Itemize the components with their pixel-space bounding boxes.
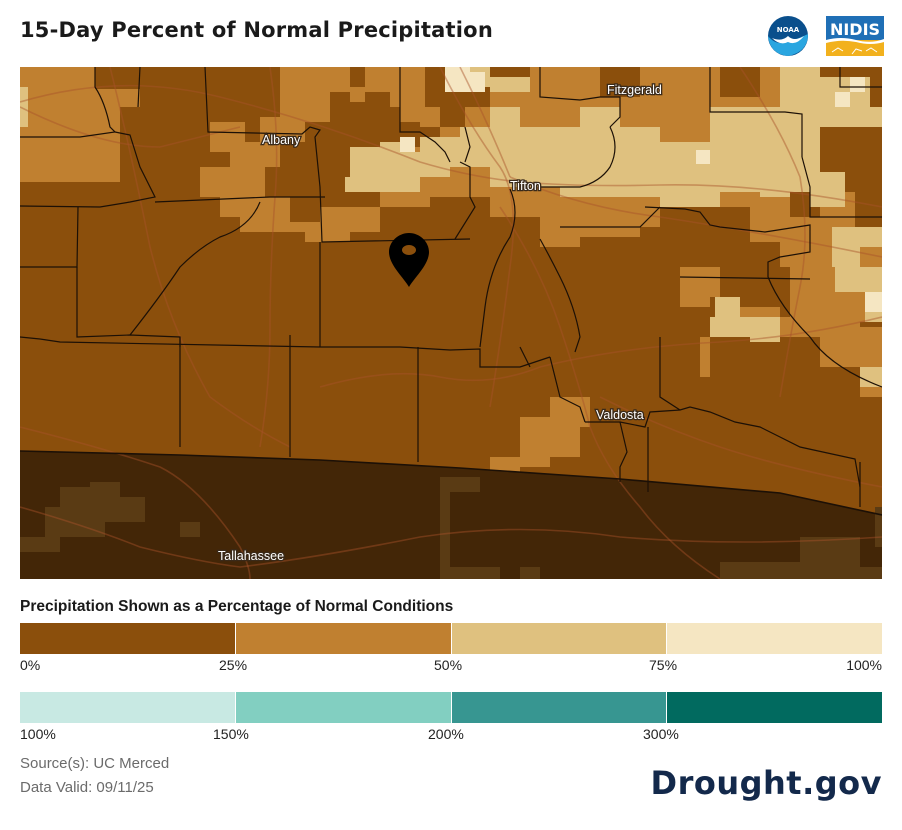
noaa-logo: NOAA (768, 16, 808, 56)
data-valid-text: Data Valid: 09/11/25 (20, 779, 154, 796)
map-pin-icon[interactable] (389, 233, 429, 287)
legend-swatch-25-50 (235, 623, 452, 654)
city-label-albany: Albany (262, 133, 301, 147)
region-75-100 (400, 67, 882, 312)
nidis-logo-text: NIDIS (830, 20, 880, 39)
region-25-50 (20, 67, 882, 492)
legend-tick: 50% (434, 657, 463, 673)
legend-swatch-75-100 (667, 623, 882, 654)
noaa-logo-text: NOAA (777, 26, 800, 34)
legend-swatch-150-200 (235, 692, 452, 723)
legend-tick: 75% (649, 657, 678, 673)
legend-title: Precipitation Shown as a Percentage of N… (20, 598, 454, 615)
source-text: Source(s): UC Merced (20, 755, 170, 772)
legend-wet-ticks: 100% 150% 200% 300% (20, 726, 882, 744)
legend-swatch-300-plus (667, 692, 882, 723)
legend-dry-bar (20, 623, 882, 654)
city-label-valdosta: Valdosta (596, 408, 644, 422)
city-label-tifton: Tifton (510, 179, 541, 193)
florida-mid-patches (20, 477, 882, 579)
legend-tick: 200% (428, 726, 464, 742)
legend-swatch-100-150 (20, 692, 236, 723)
florida-region (20, 451, 882, 579)
logos: NOAA NIDIS (766, 12, 886, 60)
edge-patch (20, 87, 28, 127)
legend-tick: 150% (213, 726, 249, 742)
legend-tick: 100% (20, 726, 56, 742)
drought-gov-brand[interactable]: Drought.gov (650, 764, 882, 802)
noaa-nidis-logos: NOAA NIDIS (768, 16, 884, 56)
nidis-logo: NIDIS (826, 16, 884, 56)
legend-tick: 25% (219, 657, 248, 673)
city-label-tallahassee: Tallahassee (218, 549, 284, 563)
legend-tick: 0% (20, 657, 41, 673)
city-label-fitzgerald: Fitzgerald (607, 83, 662, 97)
map-canvas[interactable]: Albany Fitzgerald Tifton Valdosta Tallah… (20, 67, 882, 579)
legend-wet-bar (20, 692, 882, 723)
legend-swatch-50-75 (451, 623, 668, 654)
roads (20, 67, 882, 579)
legend-swatch-0-25 (20, 623, 236, 654)
legend-tick: 300% (643, 726, 679, 742)
county-boundaries (20, 67, 882, 507)
state-line (20, 450, 882, 516)
page-title: 15-Day Percent of Normal Precipitation (20, 18, 493, 42)
legend-tick: 100% (846, 657, 882, 673)
legend-swatch-200-300 (451, 692, 668, 723)
legend-dry-ticks: 0% 25% 50% 75% 100% (20, 657, 882, 675)
precipitation-map[interactable]: Albany Fitzgerald Tifton Valdosta Tallah… (20, 67, 882, 579)
